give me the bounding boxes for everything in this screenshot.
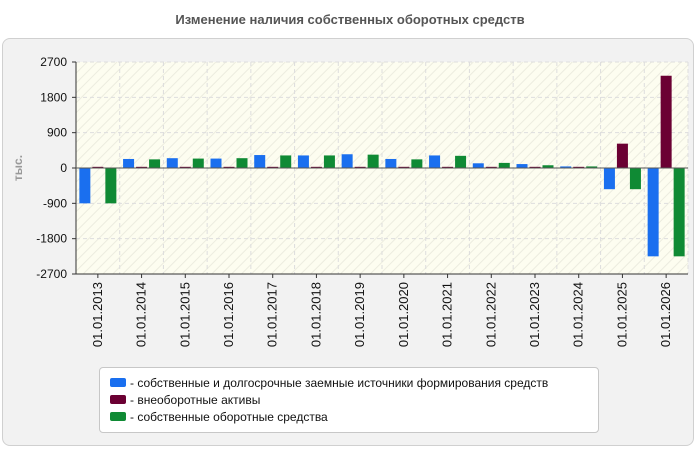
bar-s0-10 [516,164,528,168]
bar-s1-0 [92,166,104,168]
bar-s0-12 [603,168,615,190]
x-tick-label-12: 01.01.2025 [614,282,629,347]
y-tick-label-3: 0 [60,161,67,175]
bar-s2-11 [586,166,598,168]
bar-s0-2 [166,158,178,168]
bar-s2-12 [629,168,641,190]
y-tick-label-5: -1800 [36,232,67,246]
x-tick-label-3: 01.01.2016 [221,282,236,347]
x-tick-label-2: 01.01.2015 [177,282,192,347]
bar-s0-11 [560,166,572,168]
bar-s2-8 [455,155,467,168]
legend-swatch-sources [110,378,126,387]
legend-swatch-noncurrent-assets [110,395,126,404]
x-tick-label-5: 01.01.2018 [308,282,323,347]
bar-s1-3 [223,166,235,168]
legend: - собственные и долгосрочные заемные ист… [99,367,599,433]
y-tick-label-0: 2700 [40,55,67,69]
bar-s2-1 [149,159,161,168]
bar-s1-7 [398,166,410,168]
x-tick-label-11: 01.01.2024 [571,282,586,347]
bar-s1-4 [267,166,279,168]
x-tick-label-10: 01.01.2023 [527,282,542,347]
bar-s2-5 [323,155,335,168]
bar-s2-13 [673,168,685,257]
y-tick-label-2: 900 [47,126,67,140]
legend-label-noncurrent-assets: - внеоборотные активы [130,392,261,407]
y-tick-labels: 2700 1800 900 0 -900 -1800 -2700 [36,55,67,281]
x-tick-label-9: 01.01.2022 [483,282,498,347]
bar-s0-4 [254,155,266,168]
bars [79,75,685,257]
bar-s0-3 [210,158,222,168]
bar-s0-9 [472,163,484,168]
bar-s2-3 [236,158,248,168]
bar-s2-10 [542,165,554,168]
bar-s2-2 [192,158,204,168]
bar-s0-8 [429,155,441,168]
bar-s0-0 [79,168,91,204]
x-tick-label-13: 01.01.2026 [658,282,673,347]
x-tick-label-0: 01.01.2013 [90,282,105,347]
legend-item-sources: - собственные и долгосрочные заемные ист… [110,374,598,391]
legend-swatch-working-capital [110,412,126,421]
bar-s0-13 [647,168,659,257]
chart-title: Изменение наличия собственных оборотных … [175,12,525,27]
bar-s2-6 [367,154,379,168]
bar-s2-7 [411,159,423,168]
y-tick-label-6: -2700 [36,267,67,281]
bar-s1-13 [660,75,672,168]
bar-s1-6 [354,166,366,168]
bar-s2-0 [105,168,117,204]
bar-s1-10 [529,166,541,168]
x-tick-label-1: 01.01.2014 [134,282,149,347]
bar-s0-7 [385,158,397,168]
axes [72,61,688,278]
bar-s2-9 [498,162,510,168]
bar-s1-11 [573,166,585,168]
y-axis-label: тыс. [11,155,25,181]
bar-s1-2 [179,166,191,168]
x-tick-labels: 01.01.2013 01.01.2014 01.01.2015 01.01.2016… [90,282,673,347]
bar-s0-1 [123,158,135,168]
bar-s0-5 [297,155,309,168]
bar-s1-12 [616,143,628,168]
x-tick-label-7: 01.01.2020 [396,282,411,347]
legend-label-sources: - собственные и долгосрочные заемные ист… [130,375,549,390]
bar-s0-6 [341,154,353,168]
bar-s2-4 [280,155,292,168]
bar-s1-5 [310,166,322,168]
bar-s1-1 [136,166,148,168]
y-tick-label-4: -900 [43,196,67,210]
x-tick-label-8: 01.01.2021 [440,282,455,347]
legend-label-working-capital: - собственные оборотные средства [130,409,328,424]
legend-item-working-capital: - собственные оборотные средства [110,408,598,425]
x-tick-label-4: 01.01.2017 [265,282,280,347]
y-tick-label-1: 1800 [40,90,67,104]
legend-item-noncurrent-assets: - внеоборотные активы [110,391,598,408]
bar-s1-8 [442,166,454,168]
bar-s1-9 [485,166,497,168]
x-tick-label-6: 01.01.2019 [352,282,367,347]
